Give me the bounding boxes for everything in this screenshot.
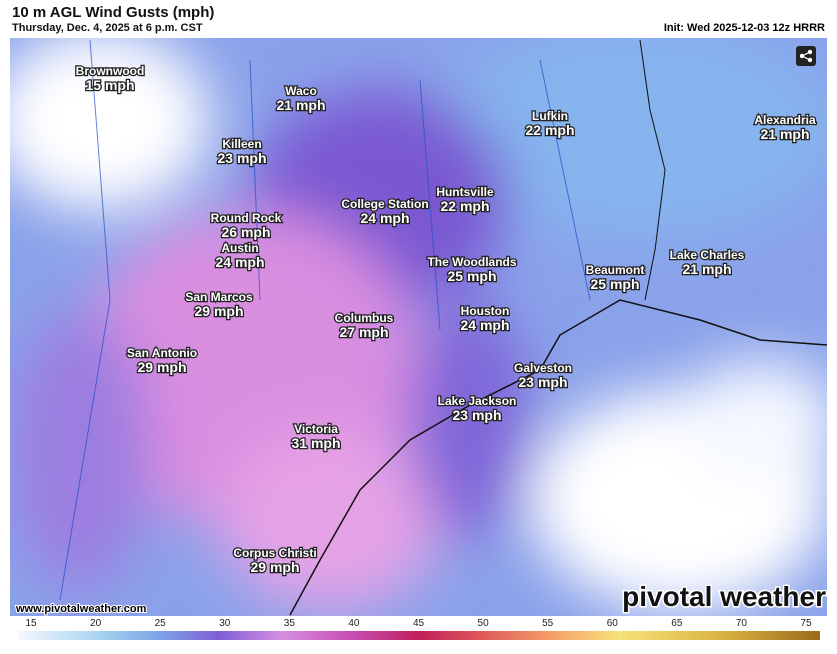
city-gust: 23 mph	[452, 407, 501, 423]
city-name: Killeen	[222, 137, 261, 151]
city-name: Brownwood	[76, 64, 145, 78]
city-name: Beaumont	[586, 263, 645, 277]
city-name: Victoria	[294, 422, 338, 436]
city-gust: 29 mph	[194, 303, 243, 319]
city-name: College Station	[341, 197, 428, 211]
city-gust: 24 mph	[460, 317, 509, 333]
city-name: Columbus	[335, 311, 394, 325]
city-name: Galveston	[514, 361, 572, 375]
wind-field	[10, 38, 827, 616]
city-name: Waco	[285, 84, 317, 98]
city-gust: 27 mph	[339, 324, 388, 340]
colorbar-tick-label: 15	[25, 618, 37, 629]
brand-logo: pivotal weather	[622, 581, 826, 612]
city-gust: 25 mph	[590, 276, 639, 292]
city-gust: 24 mph	[215, 254, 264, 270]
city-gust: 25 mph	[447, 268, 496, 284]
city-gust: 22 mph	[440, 198, 489, 214]
city-gust: 21 mph	[760, 126, 809, 142]
city-name: Lufkin	[532, 109, 568, 123]
title: 10 m AGL Wind Gusts (mph)	[12, 4, 215, 21]
city-gust: 31 mph	[291, 435, 340, 451]
site-url: www.pivotalweather.com	[15, 603, 147, 615]
city-name: Corpus Christi	[233, 546, 316, 560]
city-gust: 26 mph	[221, 224, 270, 240]
city-name: Houston	[461, 304, 510, 318]
city-gust: 23 mph	[518, 374, 567, 390]
city-name: Austin	[221, 241, 258, 255]
city-gust: 29 mph	[137, 359, 186, 375]
city-gust: 15 mph	[85, 77, 134, 93]
colorbar-tick-label: 35	[284, 618, 296, 629]
city-gust: 23 mph	[217, 150, 266, 166]
init-info: Init: Wed 2025-12-03 12z HRRR	[663, 22, 825, 34]
colorbar-tick-label: 70	[736, 618, 748, 629]
city-name: Lake Jackson	[438, 394, 517, 408]
colorbar-tick-label: 45	[413, 618, 425, 629]
city-name: The Woodlands	[427, 255, 516, 269]
subtitle: Thursday, Dec. 4, 2025 at 6 p.m. CST	[12, 22, 203, 34]
colorbar-tick-label: 40	[348, 618, 360, 629]
city-gust: 21 mph	[682, 261, 731, 277]
share-button[interactable]	[796, 46, 816, 66]
city-name: Round Rock	[211, 211, 282, 225]
city-name: Huntsville	[436, 185, 494, 199]
city-gust: 29 mph	[250, 559, 299, 575]
city-gust: 24 mph	[360, 210, 409, 226]
city-gust: 22 mph	[525, 122, 574, 138]
city-name: Alexandria	[754, 113, 816, 127]
colorbar-tick-label: 75	[800, 618, 812, 629]
colorbar-tick-label: 30	[219, 618, 231, 629]
city-gust: 21 mph	[276, 97, 325, 113]
colorbar-tick-label: 65	[671, 618, 683, 629]
colorbar-tick-label: 60	[607, 618, 619, 629]
city-name: Lake Charles	[670, 248, 745, 262]
colorbar-tick-label: 55	[542, 618, 554, 629]
city-name: San Antonio	[127, 346, 197, 360]
colorbar-tick-label: 50	[478, 618, 490, 629]
colorbar-tick-label: 20	[90, 618, 102, 629]
colorbar-tick-label: 25	[155, 618, 167, 629]
colorbar	[18, 631, 820, 640]
city-name: San Marcos	[185, 290, 253, 304]
